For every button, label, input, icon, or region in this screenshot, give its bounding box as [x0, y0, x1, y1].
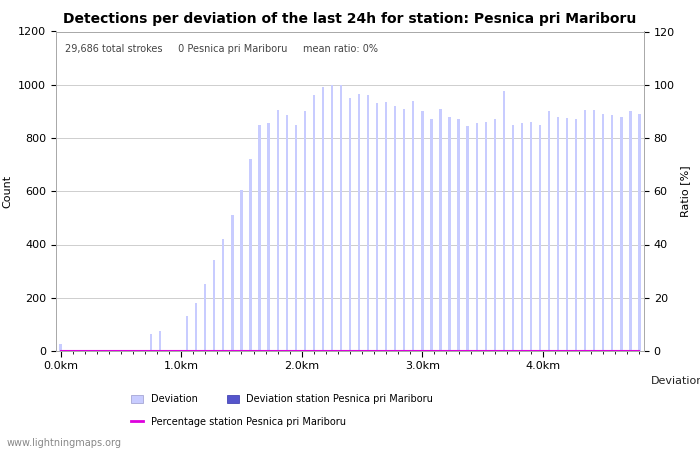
Bar: [575, 119, 577, 351]
Bar: [484, 122, 486, 351]
Bar: [78, 350, 80, 351]
Bar: [475, 123, 478, 351]
Bar: [150, 334, 152, 351]
Bar: [313, 95, 315, 351]
Bar: [620, 117, 622, 351]
Bar: [267, 123, 270, 351]
Bar: [276, 110, 279, 351]
Bar: [566, 118, 568, 351]
Bar: [593, 110, 596, 351]
Bar: [177, 350, 179, 351]
Text: Deviations: Deviations: [651, 376, 700, 386]
Bar: [249, 159, 251, 351]
Bar: [466, 126, 469, 351]
Bar: [186, 316, 188, 351]
Bar: [548, 112, 550, 351]
Bar: [195, 303, 197, 351]
Y-axis label: Ratio [%]: Ratio [%]: [680, 166, 690, 217]
Bar: [69, 350, 71, 351]
Y-axis label: Count: Count: [3, 175, 13, 208]
Bar: [204, 284, 206, 351]
Bar: [440, 109, 442, 351]
Bar: [394, 106, 396, 351]
Bar: [403, 109, 405, 351]
Bar: [611, 115, 613, 351]
Bar: [638, 114, 640, 351]
Bar: [412, 101, 414, 351]
Bar: [449, 117, 451, 351]
Bar: [584, 110, 587, 351]
Bar: [385, 102, 387, 351]
Bar: [530, 122, 532, 351]
Bar: [367, 95, 369, 351]
Bar: [629, 112, 631, 351]
Bar: [358, 94, 360, 351]
Bar: [222, 239, 225, 351]
Bar: [521, 123, 523, 351]
Legend: Percentage station Pesnica pri Mariboru: Percentage station Pesnica pri Mariboru: [132, 417, 346, 427]
Bar: [304, 112, 306, 351]
Bar: [557, 117, 559, 351]
Bar: [512, 125, 514, 351]
Bar: [457, 119, 460, 351]
Bar: [168, 350, 170, 351]
Bar: [240, 190, 243, 351]
Bar: [340, 85, 342, 351]
Bar: [331, 85, 333, 351]
Bar: [430, 119, 433, 351]
Bar: [322, 87, 324, 351]
Bar: [349, 98, 351, 351]
Bar: [421, 112, 424, 351]
Text: www.lightningmaps.org: www.lightningmaps.org: [7, 438, 122, 448]
Bar: [214, 261, 216, 351]
Bar: [494, 119, 496, 351]
Title: Detections per deviation of the last 24h for station: Pesnica pri Mariboru: Detections per deviation of the last 24h…: [64, 12, 636, 26]
Bar: [60, 344, 62, 351]
Bar: [376, 104, 378, 351]
Bar: [159, 331, 161, 351]
Bar: [258, 125, 260, 351]
Text: 29,686 total strokes     0 Pesnica pri Mariboru     mean ratio: 0%: 29,686 total strokes 0 Pesnica pri Marib…: [65, 44, 378, 54]
Bar: [539, 125, 541, 351]
Bar: [231, 215, 234, 351]
Bar: [295, 125, 297, 351]
Bar: [602, 114, 604, 351]
Bar: [503, 91, 505, 351]
Bar: [286, 115, 288, 351]
